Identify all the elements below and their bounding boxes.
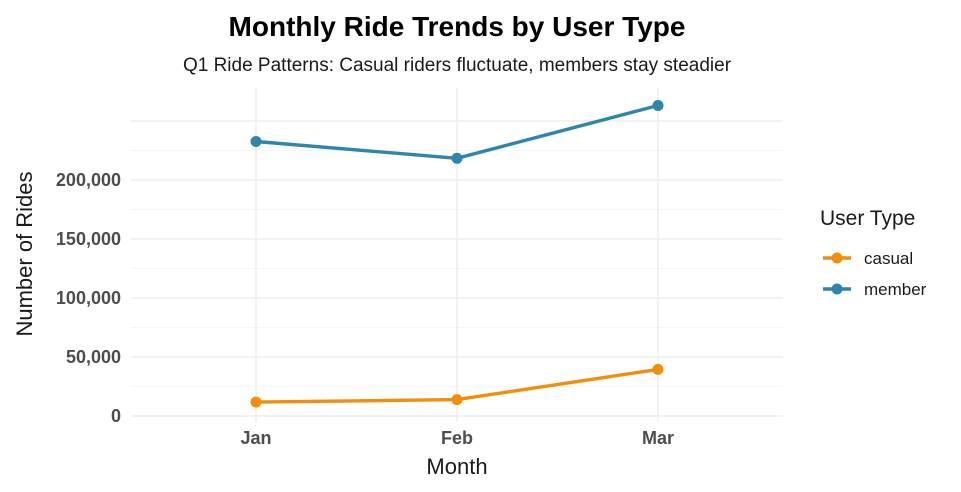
y-tick-label: 50,000 [66, 347, 121, 367]
y-axis-title: Number of Rides [12, 171, 37, 336]
y-axis-tick-labels: 0 50,000 100,000 150,000 200,000 [56, 170, 121, 426]
series-casual [250, 363, 664, 408]
legend-keys: casual member [823, 249, 927, 299]
series-layer [250, 100, 664, 408]
x-axis-tick-labels: Jan Feb Mar [240, 428, 674, 448]
member-point [652, 100, 664, 111]
y-tick-label: 0 [111, 406, 121, 426]
legend-label: casual [864, 249, 913, 268]
plot-panel: 0 50,000 100,000 150,000 200,000 Jan Feb Mar [56, 88, 783, 448]
casual-point [250, 396, 262, 408]
legend-title: User Type [820, 207, 915, 230]
chart-subtitle: Q1 Ride Patterns: Casual riders fluctuat… [183, 55, 732, 76]
series-member [250, 100, 664, 164]
y-tick-label: 150,000 [56, 229, 121, 249]
x-axis-title: Month [426, 454, 487, 479]
y-tick-label: 200,000 [56, 170, 121, 190]
casual-point [652, 363, 664, 375]
legend-key-point [831, 283, 843, 295]
y-tick-label: 100,000 [56, 288, 121, 308]
casual-point [451, 394, 463, 406]
legend-item-casual: casual [823, 249, 913, 268]
x-tick-label: Jan [240, 428, 271, 448]
x-tick-label: Feb [441, 428, 473, 448]
gridlines [131, 88, 783, 422]
legend: User Type casual member [820, 207, 927, 299]
legend-item-member: member [823, 280, 927, 299]
legend-key-point [831, 252, 843, 264]
legend-label: member [864, 280, 927, 299]
x-tick-label: Mar [642, 428, 674, 448]
member-point [250, 136, 262, 147]
chart-title: Monthly Ride Trends by User Type [229, 11, 686, 42]
member-point [451, 152, 463, 164]
